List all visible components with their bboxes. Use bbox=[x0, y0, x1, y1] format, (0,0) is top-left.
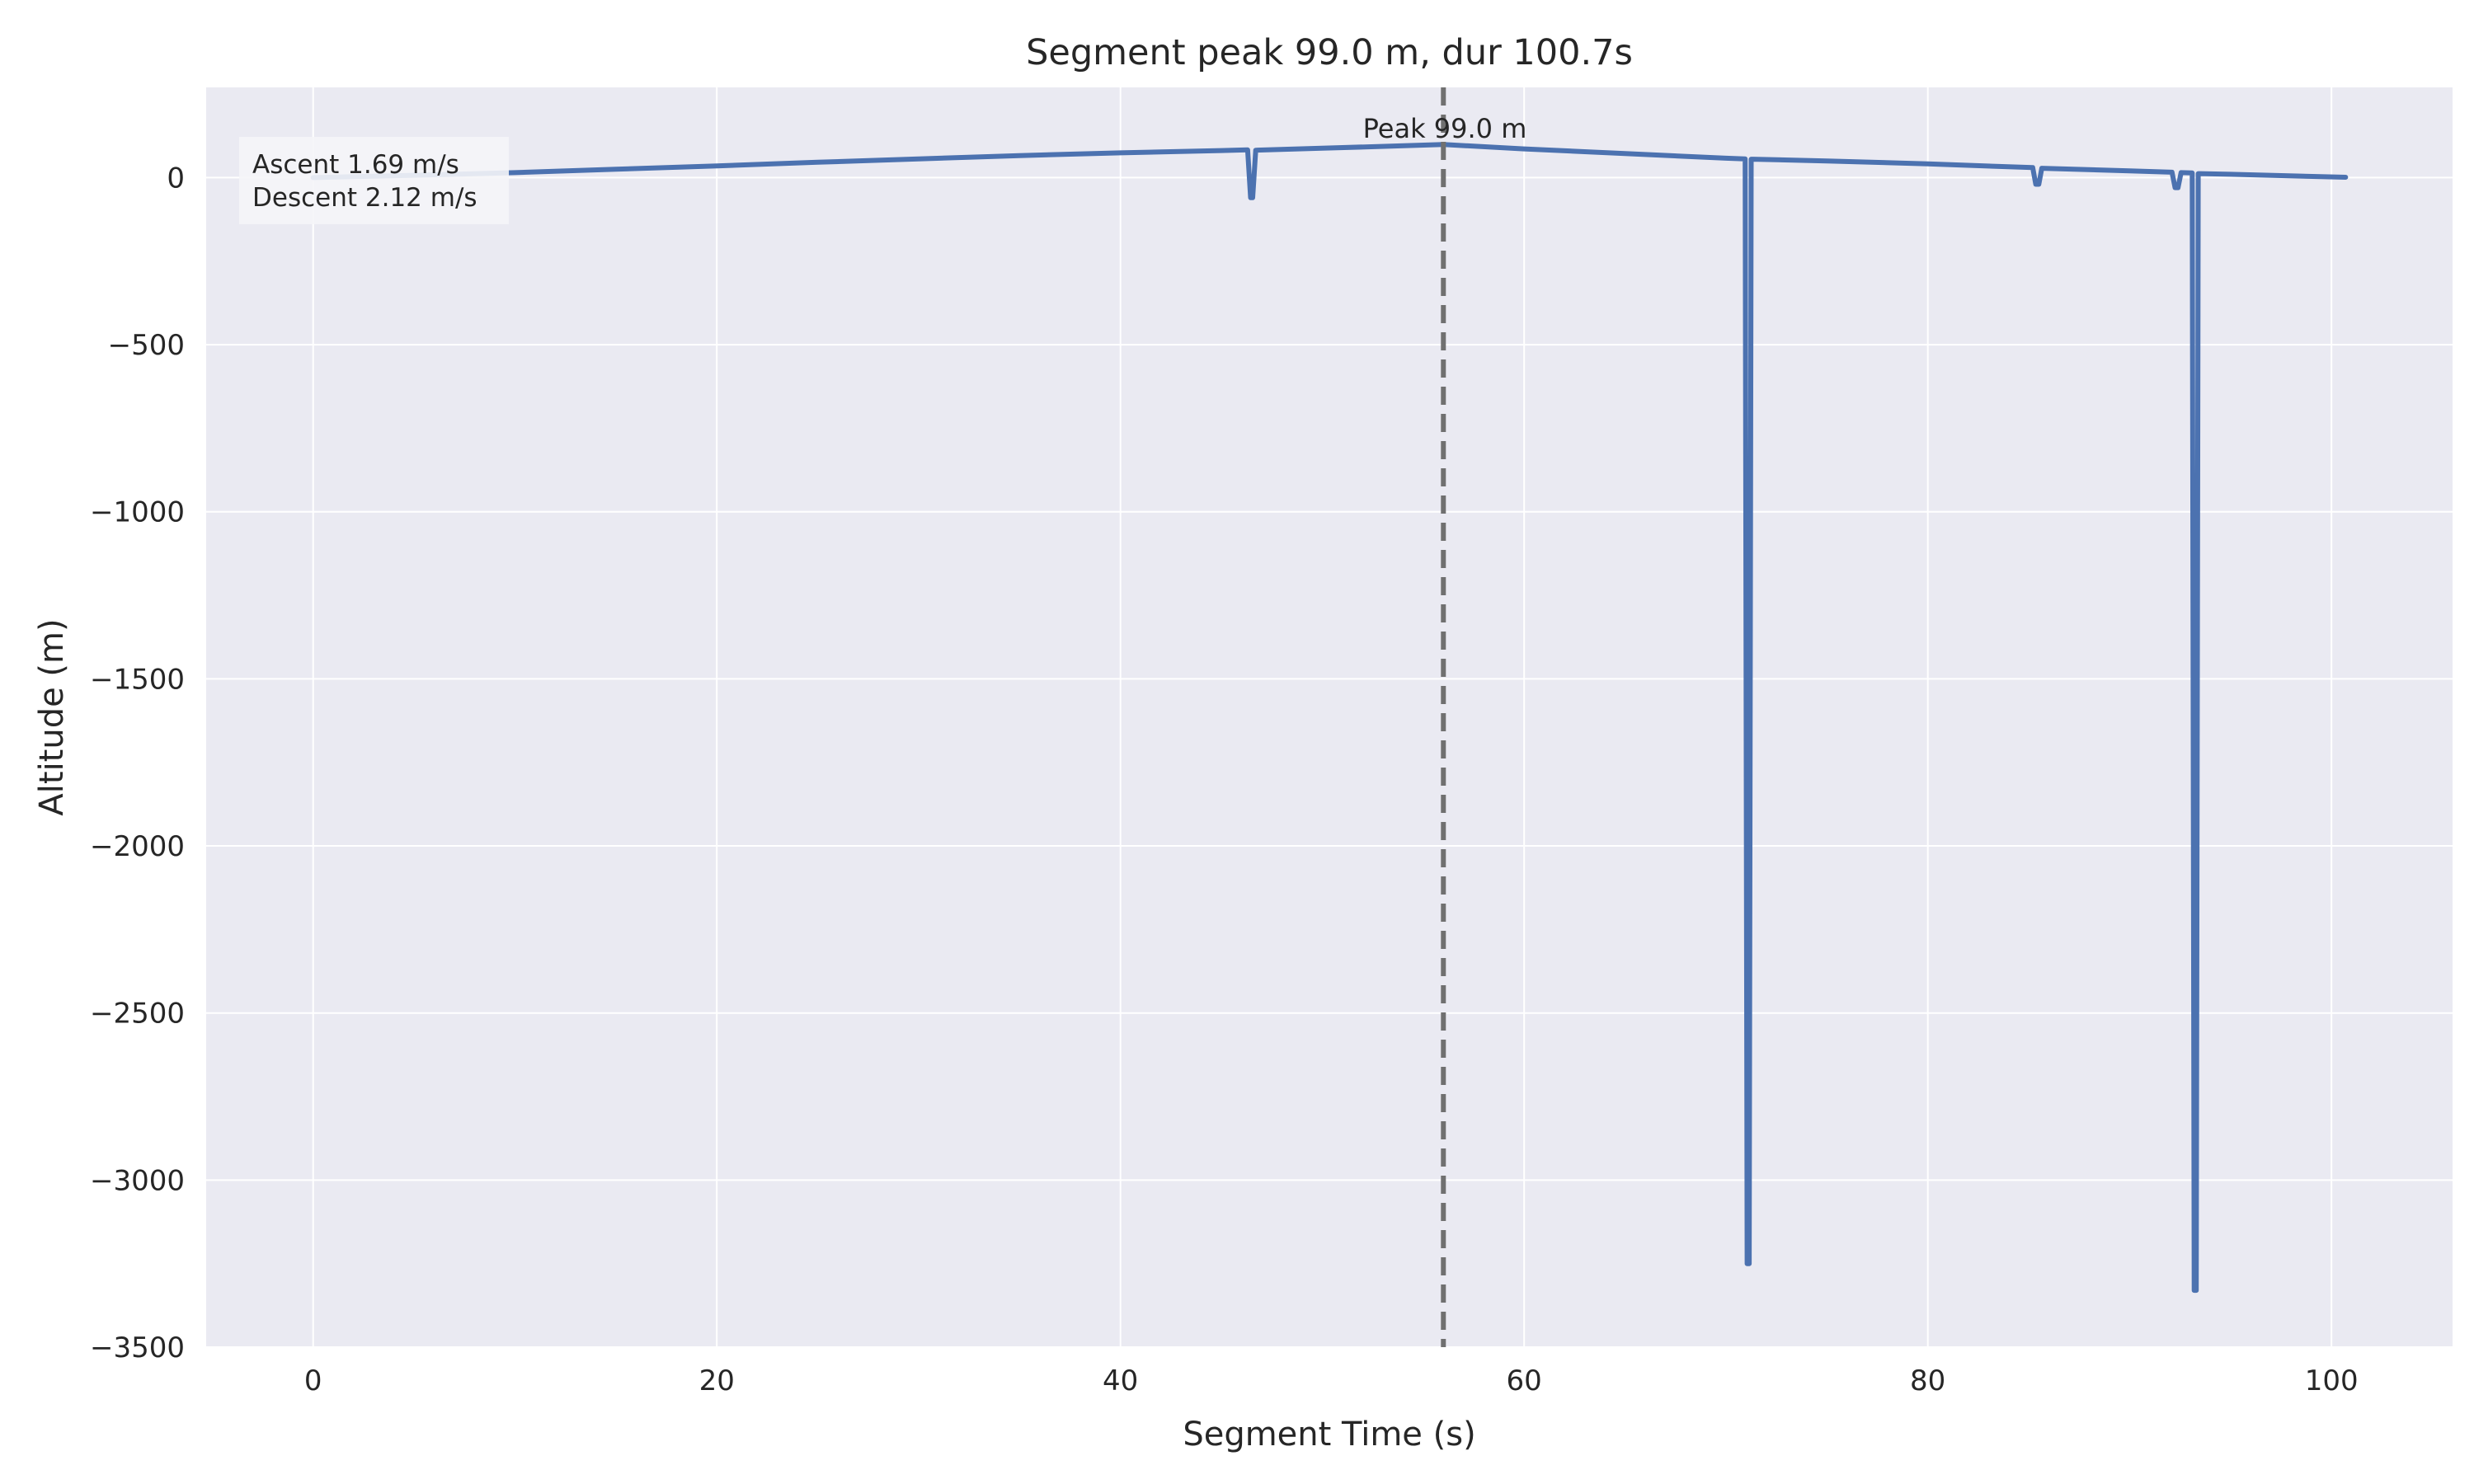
x-tick-label: 20 bbox=[699, 1364, 735, 1397]
x-tick-label: 80 bbox=[1910, 1364, 1945, 1397]
altitude-series-line bbox=[310, 142, 2349, 1294]
stats-box-background bbox=[239, 137, 509, 224]
y-tick-label: 0 bbox=[167, 162, 185, 195]
stats-box: Ascent 1.69 m/s Descent 2.12 m/s bbox=[239, 137, 509, 224]
chart-title: Segment peak 99.0 m, dur 100.7s bbox=[1026, 32, 1633, 73]
y-tick-labels: 0 −500 −1000 −1500 −2000 −2500 −3000 −3500 bbox=[90, 162, 185, 1364]
y-tick-label: −1500 bbox=[90, 663, 185, 696]
descent-rate-text: Descent 2.12 m/s bbox=[252, 183, 477, 213]
y-tick-label: −500 bbox=[108, 329, 185, 362]
grid-lines bbox=[206, 87, 2453, 1348]
y-axis-title: Altitude (m) bbox=[33, 618, 71, 815]
plot-background bbox=[206, 87, 2453, 1347]
x-tick-labels: 0 20 40 60 80 100 bbox=[304, 1364, 2359, 1397]
y-tick-label: −2000 bbox=[90, 830, 185, 863]
y-tick-label: −3500 bbox=[90, 1331, 185, 1364]
x-tick-label: 40 bbox=[1103, 1364, 1138, 1397]
y-tick-label: −3000 bbox=[90, 1164, 185, 1197]
x-tick-label: 60 bbox=[1507, 1364, 1542, 1397]
series-layer bbox=[310, 142, 2349, 1294]
x-tick-label: 0 bbox=[304, 1364, 322, 1397]
y-tick-label: −1000 bbox=[90, 496, 185, 529]
peak-annotation: Peak 99.0 m bbox=[1363, 113, 1527, 144]
y-tick-label: −2500 bbox=[90, 998, 185, 1031]
x-axis-title: Segment Time (s) bbox=[1183, 1416, 1475, 1453]
x-tick-label: 100 bbox=[2305, 1364, 2359, 1397]
ascent-rate-text: Ascent 1.69 m/s bbox=[252, 150, 459, 180]
